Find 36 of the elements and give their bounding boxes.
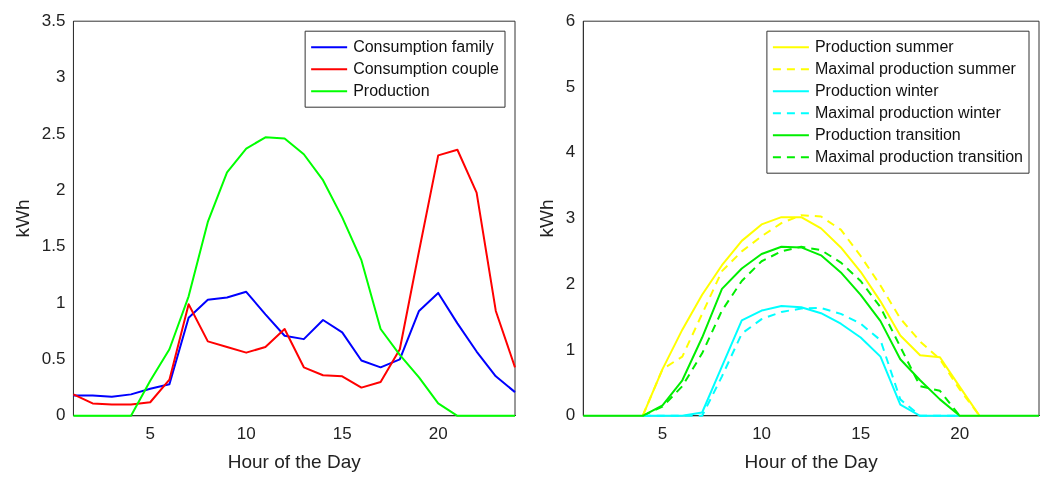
legend-label: Production winter [814, 81, 940, 99]
y-tick-label: 6 [565, 10, 576, 30]
x-tick-label: 20 [428, 423, 448, 443]
y-axis-title: kWh [11, 199, 33, 238]
y-tick-label: 1 [55, 292, 66, 312]
y-tick-label: 2 [55, 180, 66, 199]
legend-label: Production [353, 81, 430, 99]
y-tick-label: 1.5 [41, 236, 66, 256]
y-tick-label: 0.5 [41, 349, 66, 369]
legend-label: Maximal production transition [814, 147, 1023, 165]
x-axis-title: Hour of the Day [227, 450, 362, 472]
y-tick-label: 3 [55, 67, 66, 87]
legend-label: Consumption couple [353, 59, 500, 77]
legend-label: Maximal production winter [814, 103, 1002, 121]
y-tick-label: 0 [565, 405, 576, 425]
legend-label: Consumption family [353, 37, 494, 55]
x-axis-title: Hour of the Day [744, 450, 879, 472]
x-tick-label: 10 [752, 423, 772, 443]
y-tick-label: 5 [565, 76, 576, 96]
x-tick-label: 15 [851, 423, 871, 443]
y-tick-label: 3.5 [41, 10, 66, 30]
y-axis-title: kWh [535, 199, 557, 238]
y-tick-label: 4 [565, 142, 576, 162]
legend-label: Production summer [814, 37, 955, 55]
y-tick-label: 2 [565, 273, 576, 293]
y-tick-label: 0 [55, 405, 66, 425]
x-tick-label: 20 [950, 423, 970, 443]
y-tick-label: 1 [565, 339, 576, 359]
y-tick-label: 3 [565, 208, 576, 228]
x-tick-label: 5 [145, 423, 155, 443]
legend-label: Maximal production summer [814, 59, 1017, 77]
x-tick-label: 10 [236, 423, 256, 443]
legend-label: Production transition [814, 125, 961, 143]
x-tick-label: 15 [332, 423, 352, 443]
y-tick-label: 2.5 [41, 123, 66, 143]
x-tick-label: 5 [657, 423, 668, 443]
